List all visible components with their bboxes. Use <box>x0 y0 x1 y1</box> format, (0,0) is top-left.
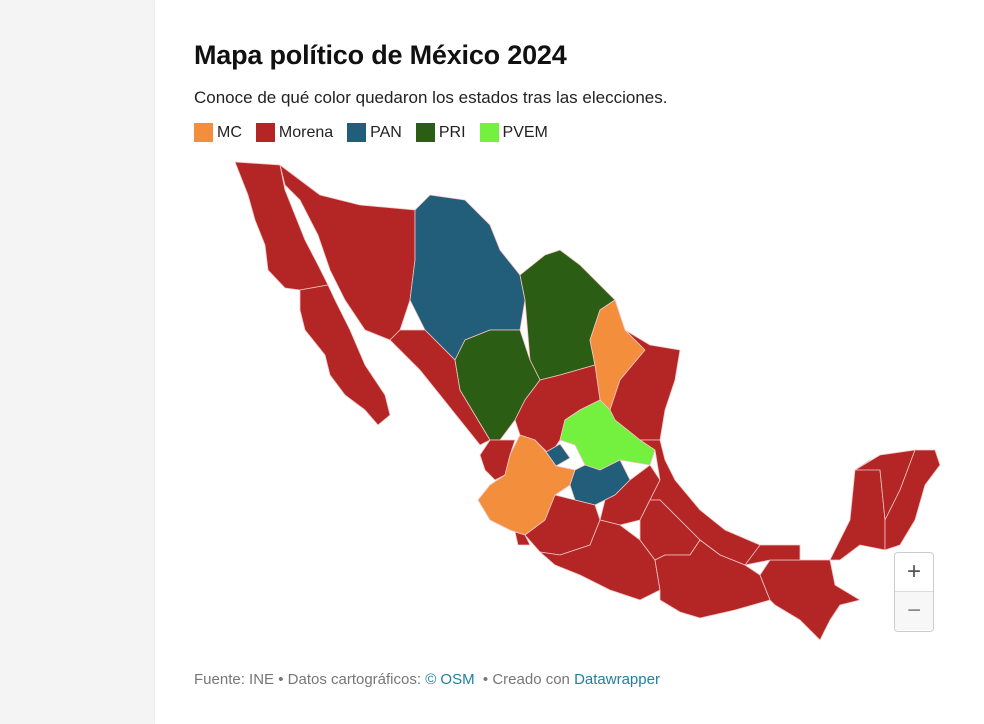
map-data-label: Datos cartográficos: <box>287 671 426 688</box>
legend-swatch <box>347 123 367 142</box>
legend: MC Morena PAN PRI PVEM <box>194 123 548 142</box>
legend-item-pri: PRI <box>415 123 466 142</box>
zoom-out-button[interactable]: − <box>895 591 933 630</box>
legend-item-morena: Morena <box>255 123 334 142</box>
state-region-morena[interactable] <box>759 559 861 641</box>
legend-label: PVEM <box>502 123 548 141</box>
legend-item-mc: MC <box>194 123 242 142</box>
legend-label: Morena <box>278 123 334 141</box>
state-region-morena[interactable] <box>829 459 886 561</box>
legend-label: PRI <box>438 123 466 141</box>
state-region-morena[interactable] <box>514 531 531 546</box>
zoom-controls: + − <box>894 552 934 632</box>
legend-label: MC <box>217 123 242 141</box>
created-label: • Creado con <box>474 671 575 688</box>
footer: Fuente: INE • Datos cartográficos: © OSM… <box>194 671 660 688</box>
zoom-in-button[interactable]: + <box>906 558 921 585</box>
legend-label: PAN <box>370 123 402 141</box>
state-region-pvem[interactable] <box>559 399 656 471</box>
datawrapper-link[interactable]: Datawrapper <box>574 671 660 688</box>
legend-item-pvem: PVEM <box>479 123 548 142</box>
osm-link[interactable]: © OSM <box>425 671 475 688</box>
legend-swatch <box>479 123 499 142</box>
legend-swatch <box>415 123 435 142</box>
separator: • <box>274 671 288 688</box>
state-region-morena[interactable] <box>744 544 801 566</box>
source-text: Fuente: INE <box>194 671 275 688</box>
state-region-morena[interactable] <box>884 449 941 551</box>
legend-swatch <box>194 123 213 142</box>
state-region-morena[interactable] <box>299 284 391 426</box>
state-region-mc[interactable] <box>477 434 576 536</box>
chart-title: Mapa político de México 2024 <box>194 40 567 70</box>
legend-item-pan: PAN <box>347 123 402 142</box>
chart-subtitle: Conoce de qué color quedaron los estados… <box>194 88 668 107</box>
legend-swatch <box>255 123 275 142</box>
